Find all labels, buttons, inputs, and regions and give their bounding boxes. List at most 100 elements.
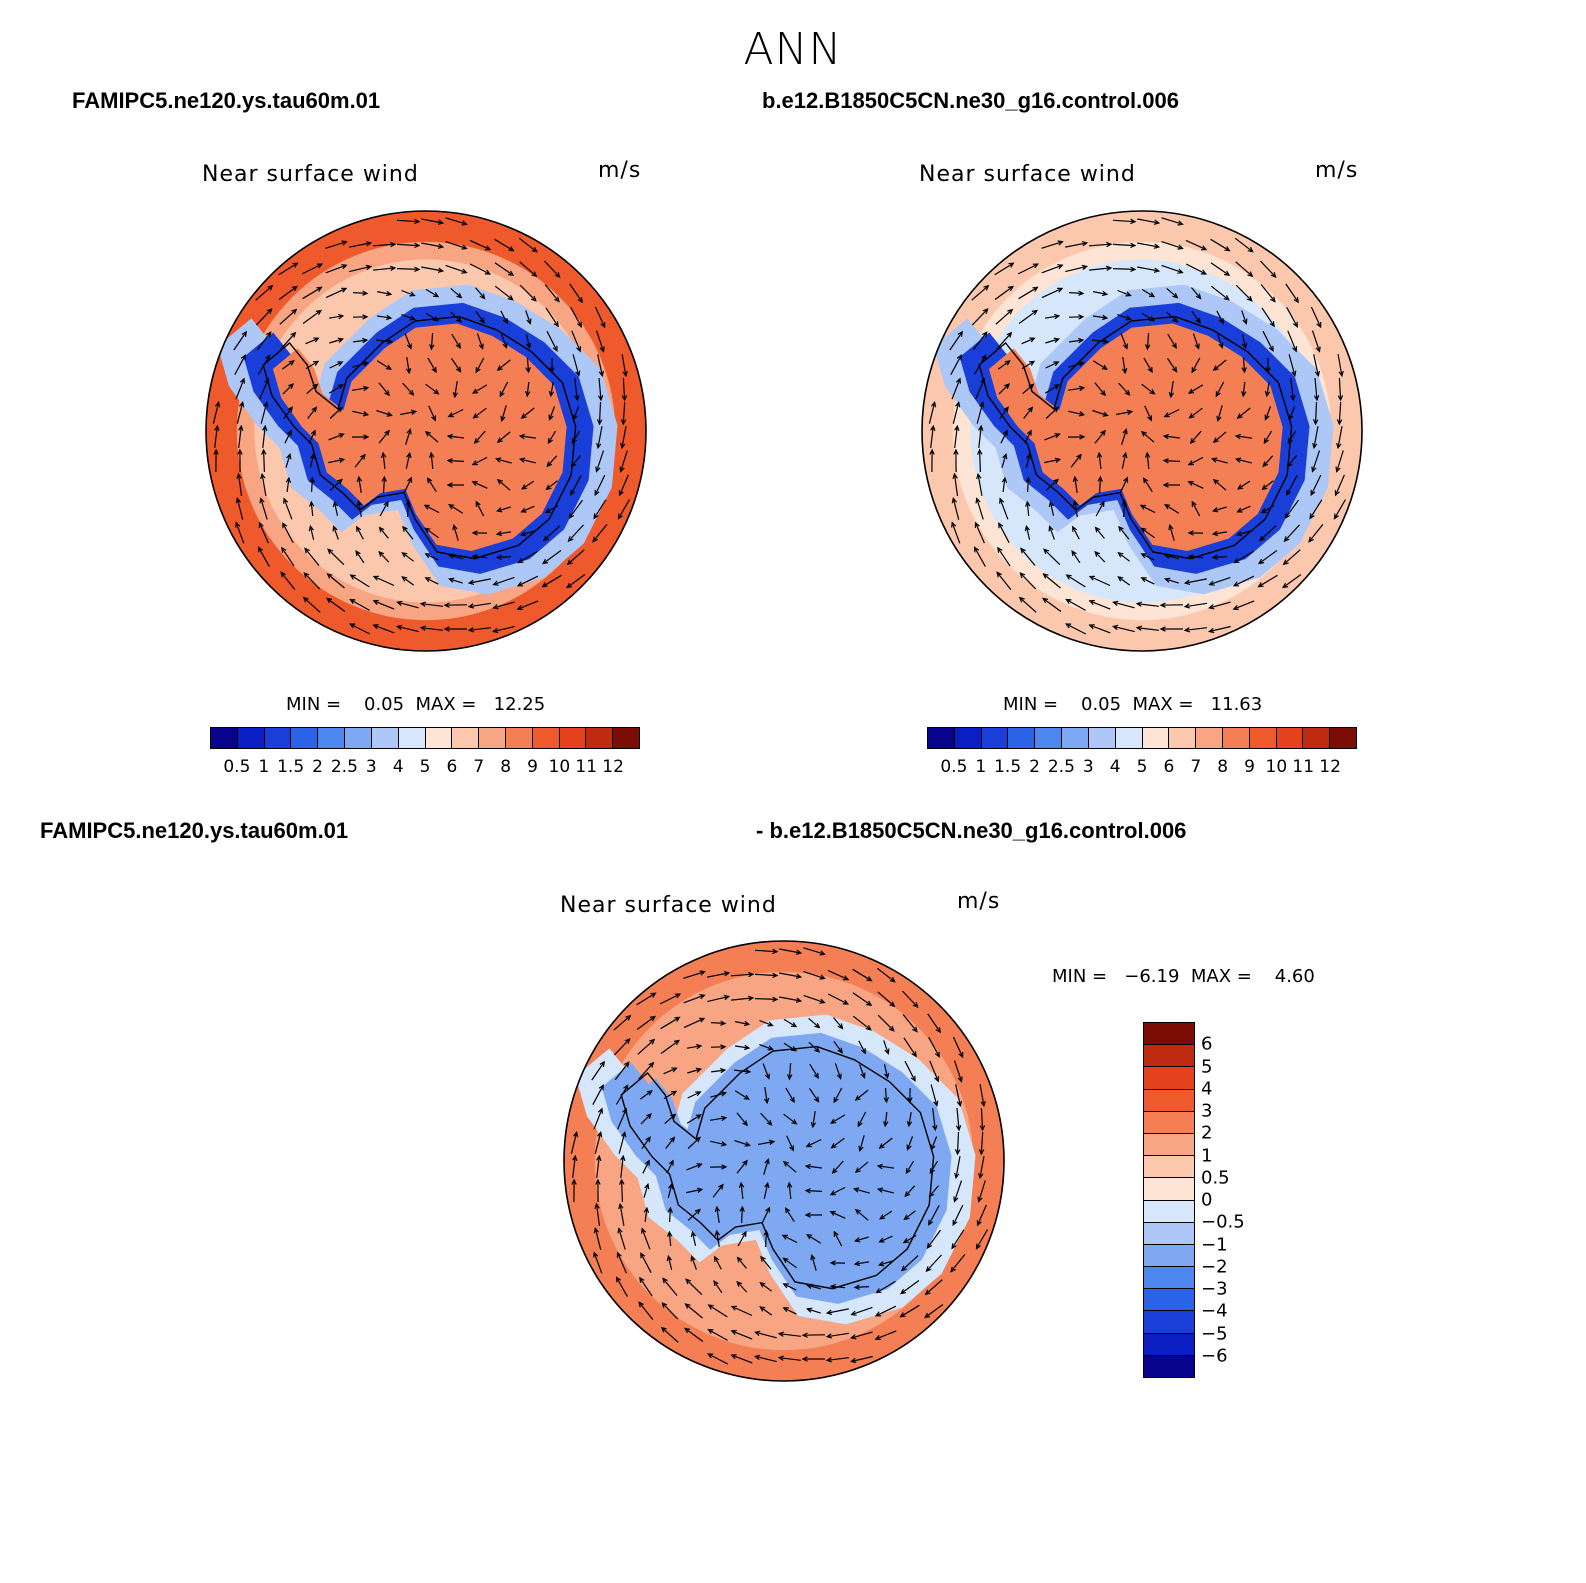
colorbar-swatch <box>1144 1355 1194 1377</box>
colorbar-tick-label: 9 <box>1244 757 1255 777</box>
wind-arrow <box>593 1226 602 1250</box>
colorbar-swatch <box>1222 728 1250 748</box>
wind-arrow <box>613 1014 632 1031</box>
wind-arrow <box>1140 527 1155 539</box>
wind-arrow <box>639 1090 653 1100</box>
wind-arrow <box>352 361 370 368</box>
wind-arrow <box>808 1041 821 1053</box>
wind-arrow <box>736 1256 747 1269</box>
wind-arrow <box>1159 602 1184 608</box>
wind-arrow <box>447 577 463 584</box>
wind-arrow <box>1067 434 1086 440</box>
wind-arrow <box>1112 242 1137 249</box>
wind-arrow <box>238 424 244 448</box>
wind-arrow <box>1333 499 1347 520</box>
colorbar-swatch <box>1142 728 1170 748</box>
wind-arrow <box>878 1235 893 1243</box>
wind-arrow <box>1121 499 1127 518</box>
wind-arrow <box>572 354 581 377</box>
wind-arrow <box>1263 430 1273 445</box>
panel1-units: m/s <box>598 158 642 183</box>
colorbar-swatch <box>211 728 238 748</box>
wind-arrow <box>999 406 1009 420</box>
wind-arrow <box>332 500 339 516</box>
wind-arrow <box>754 948 779 955</box>
wind-arrow <box>445 241 468 250</box>
wind-arrow <box>445 264 468 274</box>
wind-arrow <box>762 1206 771 1223</box>
wind-arrow <box>1212 359 1227 371</box>
map-border <box>205 210 647 652</box>
colorbar-tick-label: 4 <box>392 757 404 777</box>
wind-arrow <box>1311 450 1321 473</box>
colorbar-tick-label: 4 <box>1201 1078 1213 1100</box>
wind-arrow <box>596 401 603 426</box>
colorbar-tick-label: 10 <box>548 757 571 777</box>
wind-arrow <box>782 1257 797 1269</box>
colorbar-swatch <box>1144 1333 1194 1356</box>
wind-arrow <box>471 481 488 489</box>
colorbar-tick-label: −5 <box>1201 1323 1228 1344</box>
wind-arrow <box>278 285 299 300</box>
wind-arrow <box>730 1329 753 1340</box>
wind-arrow <box>450 287 463 299</box>
colorbar-tick-label: −0.5 <box>1201 1211 1245 1233</box>
wind-arrow <box>1043 548 1061 566</box>
wind-arrow <box>711 1067 727 1074</box>
wind-arrow <box>1336 401 1343 426</box>
wind-arrow <box>236 400 245 424</box>
wind-arrow <box>930 424 936 448</box>
wind-arrow <box>544 284 560 303</box>
wind-arrow <box>491 625 515 634</box>
wind-arrow <box>666 1159 674 1174</box>
colorbar-tick-label: 1.5 <box>277 757 305 777</box>
wind-arrow <box>858 1135 865 1153</box>
wind-arrow <box>759 1281 772 1292</box>
panel1-colorbar <box>210 727 640 749</box>
map-border <box>921 210 1363 652</box>
wind-arrow <box>372 575 395 587</box>
colorbar-swatch <box>1144 1067 1194 1090</box>
wind-arrow <box>1313 354 1321 378</box>
wind-arrow <box>1044 457 1062 464</box>
colorbar-swatch <box>237 728 265 748</box>
colorbar-swatch <box>981 728 1009 748</box>
wind-arrow <box>1163 553 1179 560</box>
wind-arrow <box>783 1018 798 1028</box>
wind-arrow <box>664 1113 677 1125</box>
wind-arrow <box>1234 457 1252 464</box>
wind-arrow <box>806 1233 822 1244</box>
wind-arrow <box>259 497 268 520</box>
wind-arrow <box>1235 530 1251 537</box>
wind-arrow <box>734 1020 751 1027</box>
wind-arrow <box>1137 242 1161 249</box>
wind-arrow <box>518 237 538 253</box>
wind-arrow <box>1310 474 1322 497</box>
panel2-plot-title: Near surface wind <box>919 162 1136 187</box>
wind-arrow <box>1210 262 1231 276</box>
wind-arrow <box>1121 357 1128 375</box>
wind-arrow <box>805 1307 821 1314</box>
wind-arrow <box>309 452 316 468</box>
wind-arrow <box>707 971 731 978</box>
wind-arrow <box>376 338 394 345</box>
wind-arrow <box>805 1138 822 1148</box>
wind-arrow <box>1041 287 1064 299</box>
wind-arrow <box>450 311 463 323</box>
wind-arrow <box>376 409 393 417</box>
wind-arrow <box>662 1277 678 1296</box>
wind-arrow <box>1093 314 1109 321</box>
wind-arrow <box>952 1036 964 1059</box>
wind-arrow <box>707 1328 728 1341</box>
colorbar-tick-label: 8 <box>1217 757 1229 777</box>
wind-arrow <box>1335 450 1344 473</box>
wind-arrow <box>977 448 983 473</box>
wind-arrow <box>469 263 492 275</box>
wind-arrow <box>757 1139 776 1146</box>
wind-arrow <box>467 602 491 609</box>
wind-arrow <box>1068 410 1086 417</box>
wind-arrow <box>328 384 344 394</box>
wind-arrow <box>783 1113 798 1125</box>
colorbar-tick-label: 5 <box>419 757 431 777</box>
wind-arrow <box>281 546 295 567</box>
